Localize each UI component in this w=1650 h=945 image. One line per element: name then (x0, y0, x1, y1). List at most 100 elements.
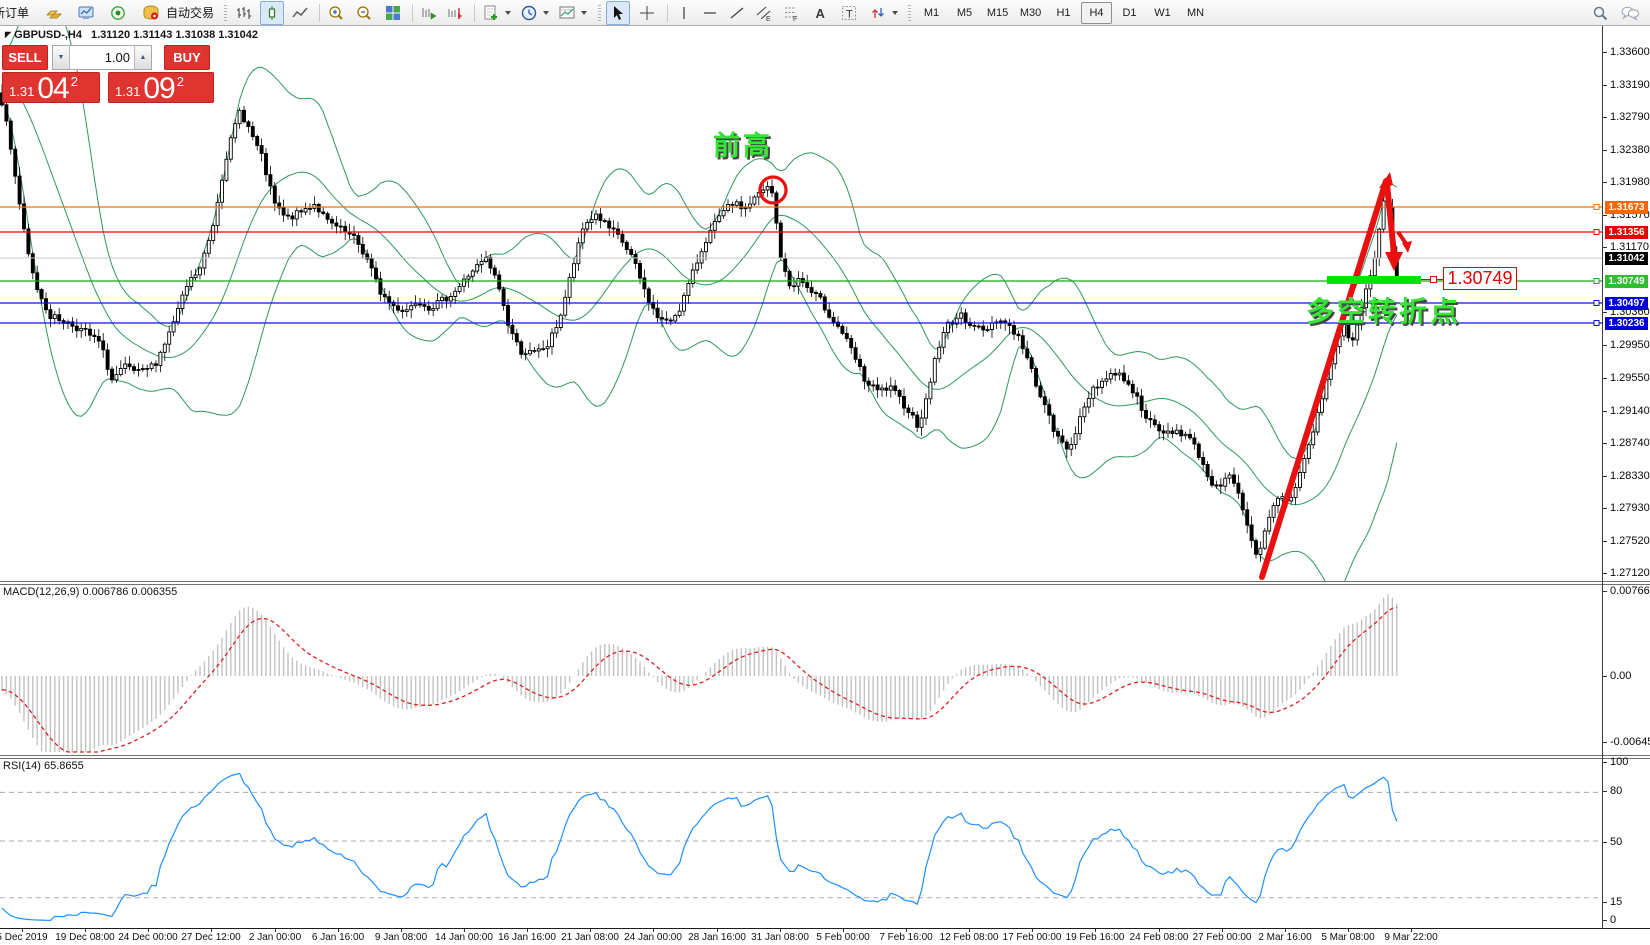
macd-tick-mark (1603, 591, 1607, 592)
new-chart-button[interactable] (479, 1, 503, 25)
rsi-tick-mark (1603, 902, 1607, 903)
time-tick-label: 17 Feb 00:00 (1002, 932, 1062, 943)
price-tick-mark (1603, 345, 1607, 346)
zoom-out-button[interactable] (352, 1, 376, 25)
trendline-tool-button[interactable] (725, 1, 749, 25)
rsi-tick-label: 50 (1610, 836, 1623, 848)
periods-dropdown-caret[interactable] (543, 10, 550, 15)
templates-dropdown-caret[interactable] (581, 10, 588, 15)
channel-tool-button[interactable]: E (752, 1, 776, 25)
market-watch-button[interactable] (74, 1, 98, 25)
crosshair-tool-button[interactable] (635, 1, 659, 25)
volume-stepper: ▼ ▲ (52, 45, 152, 70)
auto-scroll-button[interactable] (417, 1, 441, 25)
volume-decrease-button[interactable]: ▼ (53, 46, 70, 69)
time-axis[interactable]: 5 Dec 2019 19 Dec 08:00 24 Dec 00:00 27 Dec… (0, 929, 1650, 945)
rsi-tick-label: 15 (1610, 896, 1623, 908)
tab-m5[interactable]: M5 (956, 6, 973, 19)
tab-m30[interactable]: M30 (1019, 6, 1042, 19)
price-tick-label: 1.33190 (1610, 79, 1650, 91)
price-tick-label: 1.32380 (1610, 144, 1650, 156)
buy-button[interactable]: BUY (164, 45, 210, 70)
time-tick-label: 21 Jan 08:00 (561, 932, 619, 943)
rsi-indicator-pane[interactable] (0, 757, 1602, 928)
buy-quote[interactable]: 1.31 09 2 (108, 72, 214, 105)
price-tag-anchor[interactable] (1430, 276, 1437, 283)
macd-indicator-pane[interactable] (0, 584, 1602, 755)
signals-button[interactable] (106, 1, 130, 25)
macd-label: MACD(12,26,9) 0.006786 0.006355 (3, 586, 178, 598)
tab-mn[interactable]: MN (1186, 6, 1205, 19)
fibonacci-icon: F (785, 7, 797, 22)
price-tick-mark (1603, 573, 1607, 574)
time-tick-label: 24 Dec 00:00 (118, 932, 178, 943)
arrows-tool-button[interactable] (866, 1, 890, 25)
tab-h1[interactable]: H1 (1056, 6, 1071, 19)
vertical-line-tool-button[interactable] (672, 1, 696, 25)
price-tag-label[interactable]: 1.30749 (1443, 267, 1517, 290)
crosshair-icon (640, 5, 655, 20)
price-level-tag: 1.30236 (1605, 316, 1648, 330)
chat-button[interactable] (1618, 1, 1642, 25)
bar-chart-mode-button[interactable] (232, 1, 256, 25)
new-order-button[interactable]: 新订单 (0, 4, 36, 22)
candlestick-mode-button[interactable] (260, 0, 285, 25)
trend-annotations (758, 172, 1412, 580)
zoom-in-button[interactable] (324, 1, 348, 25)
time-tick-mark (780, 929, 781, 932)
buy-price-pips: 09 (143, 72, 175, 105)
rsi-line (1, 772, 1398, 922)
price-level-tag: 1.31673 (1605, 200, 1648, 214)
templates-button[interactable] (555, 1, 579, 25)
price-tag-connector (1421, 279, 1430, 280)
arrows-dropdown-caret[interactable] (892, 10, 899, 15)
macd-rsi-divider[interactable] (0, 755, 1650, 756)
price-tag-connector (1437, 279, 1443, 280)
tab-w1[interactable]: W1 (1154, 6, 1171, 19)
price-level-tag: 1.31356 (1605, 225, 1648, 239)
time-tick-label: 7 Feb 16:00 (879, 932, 933, 943)
label-tool-button[interactable]: T (837, 1, 861, 25)
cursor-tool-button[interactable] (606, 0, 631, 25)
tab-d1[interactable]: D1 (1122, 6, 1137, 19)
time-tick-label: 31 Jan 08:00 (751, 932, 809, 943)
toolbar-drag-handle[interactable] (908, 4, 912, 21)
toolbar-drag-handle[interactable] (224, 4, 228, 21)
line-chart-mode-button[interactable] (288, 1, 312, 25)
gold-symbols-button[interactable] (42, 1, 66, 25)
price-tick-mark (1603, 508, 1607, 509)
chart-shift-button[interactable] (443, 1, 467, 25)
time-tick-mark (1285, 929, 1286, 932)
arrows-icon (872, 7, 884, 18)
tile-windows-button[interactable] (381, 1, 405, 25)
signal-icon (111, 5, 125, 20)
time-tick-mark (1095, 929, 1096, 932)
prev-high-annotation[interactable]: 前高 (713, 131, 773, 161)
macd-tick-label: 0.00766 (1610, 585, 1650, 597)
text-tool-button[interactable]: A (808, 1, 832, 25)
periods-button[interactable] (517, 1, 541, 25)
time-tick-label: 27 Feb 00:00 (1192, 932, 1252, 943)
new-chart-dropdown-caret[interactable] (505, 10, 512, 15)
search-button[interactable] (1588, 1, 1612, 25)
auto-trading-button[interactable] (139, 1, 163, 25)
support-zone-bar[interactable] (1327, 276, 1421, 284)
turning-point-annotation[interactable]: 多空转折点 (1306, 296, 1462, 327)
time-tick-mark (590, 929, 591, 932)
horizontal-line-tool-button[interactable] (698, 1, 722, 25)
sell-quote[interactable]: 1.31 04 2 (2, 72, 100, 104)
price-tick-label: 1.29950 (1610, 339, 1650, 351)
sell-button[interactable]: SELL (2, 45, 48, 70)
volume-increase-button[interactable]: ▲ (134, 46, 151, 69)
tab-h4[interactable]: H4 (1081, 1, 1113, 24)
price-tick-label: 1.27120 (1610, 567, 1650, 579)
symbol-cursor-icon: ◤ (5, 30, 12, 39)
toolbar-drag-handle[interactable] (598, 4, 602, 21)
tab-m1[interactable]: M1 (923, 6, 940, 19)
main-macd-divider[interactable] (0, 581, 1650, 582)
auto-trading-label[interactable]: 自动交易 (166, 6, 215, 20)
tab-m15[interactable]: M15 (986, 6, 1009, 19)
volume-input[interactable] (70, 46, 134, 69)
price-axis[interactable]: 1.33600 1.33190 1.32790 1.32380 1.31980 1.315… (1603, 26, 1650, 929)
fibonacci-tool-button[interactable]: F (779, 1, 803, 25)
